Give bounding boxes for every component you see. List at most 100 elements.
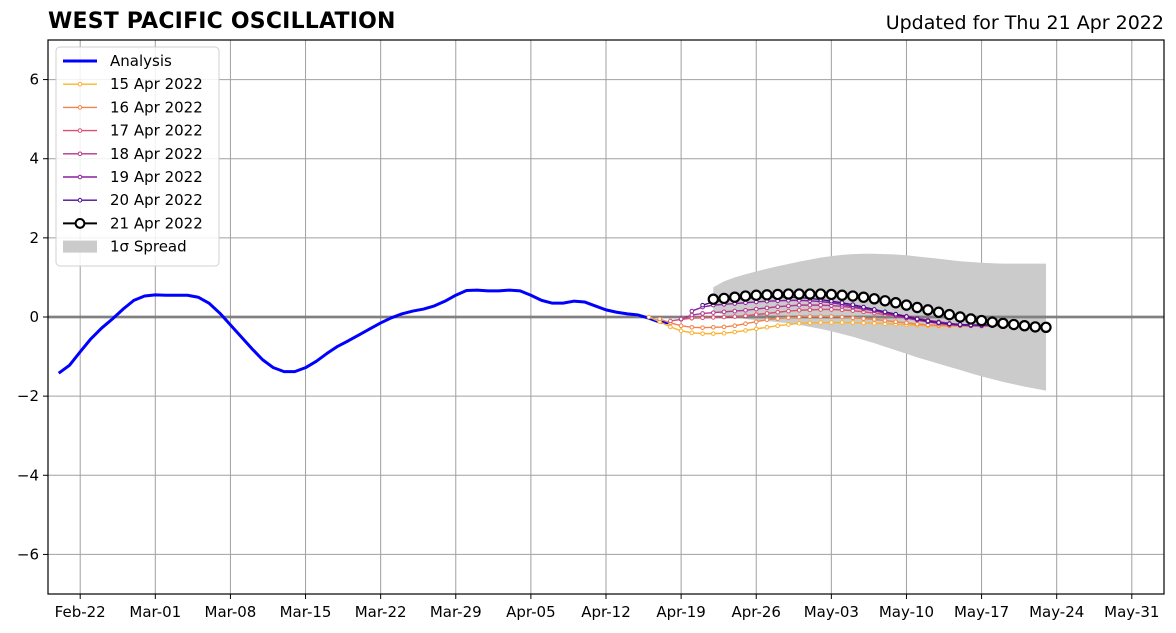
- forecast-point-6: [890, 297, 902, 309]
- forecast-point-6: [900, 299, 913, 311]
- plot-frame: [47, 39, 1165, 595]
- x-tick-label: Mar-15: [280, 603, 332, 621]
- forecast-point-1: [711, 324, 716, 330]
- legend-marker: [77, 105, 83, 110]
- y-tick-label: −6: [17, 545, 39, 563]
- forecast-point-2: [807, 307, 813, 313]
- legend-label: 18 Apr 2022: [110, 145, 203, 163]
- forecast-point-6: [804, 288, 816, 300]
- forecast-line-1: [659, 315, 1014, 329]
- forecast-point-2: [743, 313, 748, 319]
- forecast-point-1: [807, 314, 813, 319]
- forecast-point-0: [850, 320, 856, 325]
- forecast-point-5: [914, 316, 920, 322]
- legend-marker: [77, 174, 83, 180]
- forecast-point-0: [839, 320, 845, 325]
- forecast-point-1: [829, 314, 834, 319]
- forecast-point-0: [818, 320, 823, 325]
- plot-area: [48, 253, 1164, 391]
- forecast-point-3: [721, 309, 727, 315]
- forecast-point-3: [807, 302, 813, 308]
- forecast-point-2: [721, 314, 727, 320]
- forecast-point-3: [764, 305, 770, 311]
- legend-label: 15 Apr 2022: [110, 75, 203, 93]
- forecast-point-1: [678, 323, 684, 329]
- forecast-point-5: [904, 314, 909, 319]
- legend-marker: [74, 218, 86, 229]
- forecast-point-1: [700, 325, 705, 330]
- forecast-point-1: [657, 316, 662, 322]
- forecast-point-2: [839, 307, 845, 313]
- forecast-point-1: [753, 319, 759, 325]
- forecast-point-0: [807, 320, 813, 326]
- forecast-point-5: [936, 320, 941, 325]
- forecast-point-2: [786, 308, 791, 314]
- forecast-point-6: [1029, 321, 1041, 333]
- forecast-point-2: [732, 314, 738, 319]
- forecast-point-6: [707, 293, 720, 305]
- forecast-point-1: [914, 321, 920, 327]
- forecast-point-6: [975, 314, 988, 327]
- forecast-point-2: [829, 307, 834, 312]
- forecast-point-1: [743, 321, 748, 327]
- legend-marker: [77, 151, 83, 157]
- forecast-point-6: [750, 289, 762, 301]
- forecast-point-2: [764, 311, 770, 316]
- forecast-point-0: [700, 331, 705, 336]
- forecast-point-6: [718, 292, 730, 305]
- forecast-point-6: [1008, 318, 1020, 331]
- forecast-point-0: [829, 320, 834, 325]
- forecast-point-6: [943, 308, 956, 321]
- forecast-point-1: [893, 319, 899, 325]
- x-tick-label: May-17: [954, 603, 1009, 621]
- forecast-point-2: [818, 307, 823, 312]
- forecast-point-5: [839, 300, 845, 306]
- forecast-point-3: [711, 310, 716, 315]
- forecast-point-1: [764, 317, 770, 323]
- forecast-point-1: [732, 323, 738, 329]
- y-tick-label: −2: [17, 387, 39, 405]
- legend-label: 17 Apr 2022: [110, 122, 203, 140]
- forecast-point-5: [947, 321, 952, 327]
- forecast-point-6: [954, 311, 966, 323]
- forecast-point-2: [775, 309, 780, 315]
- forecast-point-6: [814, 288, 827, 300]
- forecast-point-1: [818, 314, 823, 319]
- forecast-point-6: [868, 293, 880, 305]
- forecast-point-3: [689, 312, 695, 318]
- forecast-point-3: [753, 306, 759, 312]
- forecast-point-3: [786, 303, 791, 309]
- forecast-point-2: [700, 315, 705, 321]
- forecast-point-6: [847, 290, 859, 302]
- forecast-point-1: [861, 316, 866, 321]
- forecast-point-0: [764, 324, 770, 330]
- x-tick-label: Apr-12: [581, 603, 631, 621]
- forecast-point-1: [839, 314, 845, 320]
- x-tick-label: Mar-08: [205, 603, 257, 621]
- forecast-point-2: [668, 318, 673, 324]
- forecast-point-2: [711, 315, 716, 320]
- forecast-point-3: [743, 307, 748, 313]
- x-tick-label: Feb-22: [55, 603, 106, 621]
- forecast-point-0: [743, 328, 748, 333]
- forecast-point-6: [857, 291, 870, 303]
- y-tick-label: 2: [29, 229, 39, 247]
- forecast-point-5: [850, 302, 856, 308]
- forecast-point-0: [689, 330, 695, 336]
- forecast-point-3: [678, 316, 684, 322]
- forecast-point-1: [721, 324, 727, 330]
- forecast-point-5: [700, 302, 705, 308]
- forecast-point-0: [732, 329, 738, 335]
- legend-label: 20 Apr 2022: [110, 191, 203, 209]
- x-tick-label: Mar-29: [430, 603, 482, 621]
- forecast-point-6: [879, 295, 891, 307]
- forecast-point-0: [711, 331, 716, 336]
- chart-title: WEST PACIFIC OSCILLATION: [48, 9, 396, 34]
- forecast-point-6: [739, 290, 752, 302]
- forecast-point-3: [732, 308, 738, 314]
- forecast-point-2: [796, 307, 802, 313]
- forecast-point-6: [986, 316, 999, 328]
- forecast-point-6: [922, 304, 934, 316]
- forecast-point-3: [700, 311, 705, 316]
- legend-label: 19 Apr 2022: [110, 168, 203, 186]
